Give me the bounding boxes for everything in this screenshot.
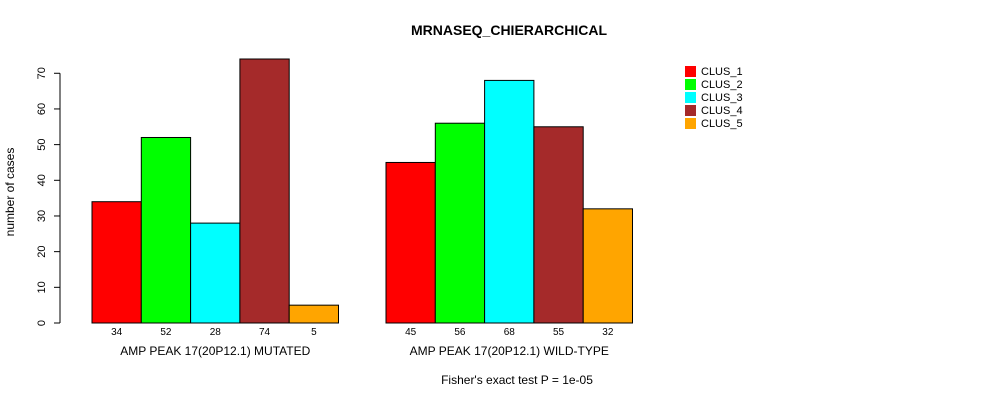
y-tick-label: 70 [36, 67, 48, 79]
bars-layer [91, 58, 634, 324]
bar-value-label: 5 [311, 327, 317, 338]
bar [484, 79, 535, 324]
y-axis: 0 10 20 30 40 50 60 70 [36, 67, 61, 326]
bar [582, 208, 634, 324]
bar-value-label: 74 [259, 327, 271, 338]
legend-label: CLUS_3 [701, 92, 743, 104]
bar [239, 58, 290, 324]
group-label: AMP PEAK 17(20P12.1) MUTATED [120, 344, 310, 358]
y-tick-label: 30 [36, 210, 48, 222]
legend-swatch [685, 118, 696, 129]
legend-swatch [685, 66, 696, 77]
bar-value-label: 34 [111, 327, 123, 338]
bar [533, 126, 584, 324]
legend-swatch [685, 79, 696, 90]
bar [434, 122, 486, 324]
chart-title: MRNASEQ_CHIERARCHICAL [411, 22, 607, 38]
y-tick-label: 20 [36, 246, 48, 258]
bar-value-label: 32 [602, 327, 614, 338]
bar-value-label: 68 [504, 327, 516, 338]
y-axis-label: number of cases [3, 148, 17, 237]
bar [140, 136, 192, 324]
legend-label: CLUS_5 [701, 118, 743, 130]
bar [385, 161, 436, 324]
bar-value-label: 28 [210, 327, 222, 338]
bar [288, 304, 340, 324]
legend-label: CLUS_4 [701, 105, 743, 117]
bar-value-label: 52 [160, 327, 172, 338]
y-tick-label: 60 [36, 103, 48, 115]
fisher-test-footnote: Fisher's exact test P = 1e-05 [441, 373, 593, 387]
group-labels-layer: AMP PEAK 17(20P12.1) MUTATED AMP PEAK 17(… [120, 344, 609, 358]
y-tick-label: 40 [36, 174, 48, 186]
bar [91, 201, 142, 324]
bar-value-label: 55 [553, 327, 565, 338]
bar [190, 222, 241, 324]
y-tick-label: 10 [36, 281, 48, 293]
y-tick-label: 0 [36, 320, 48, 326]
legend-label: CLUS_1 [701, 66, 743, 78]
bar-value-label: 45 [405, 327, 417, 338]
y-tick-label: 50 [36, 138, 48, 150]
group-label: AMP PEAK 17(20P12.1) WILD-TYPE [410, 344, 609, 358]
value-labels-layer: 34 52 28 74 5 45 56 68 55 32 [111, 327, 614, 338]
legend-label: CLUS_2 [701, 79, 743, 91]
legend-swatch [685, 92, 696, 103]
legend-swatch [685, 105, 696, 116]
bar-value-label: 56 [454, 327, 466, 338]
